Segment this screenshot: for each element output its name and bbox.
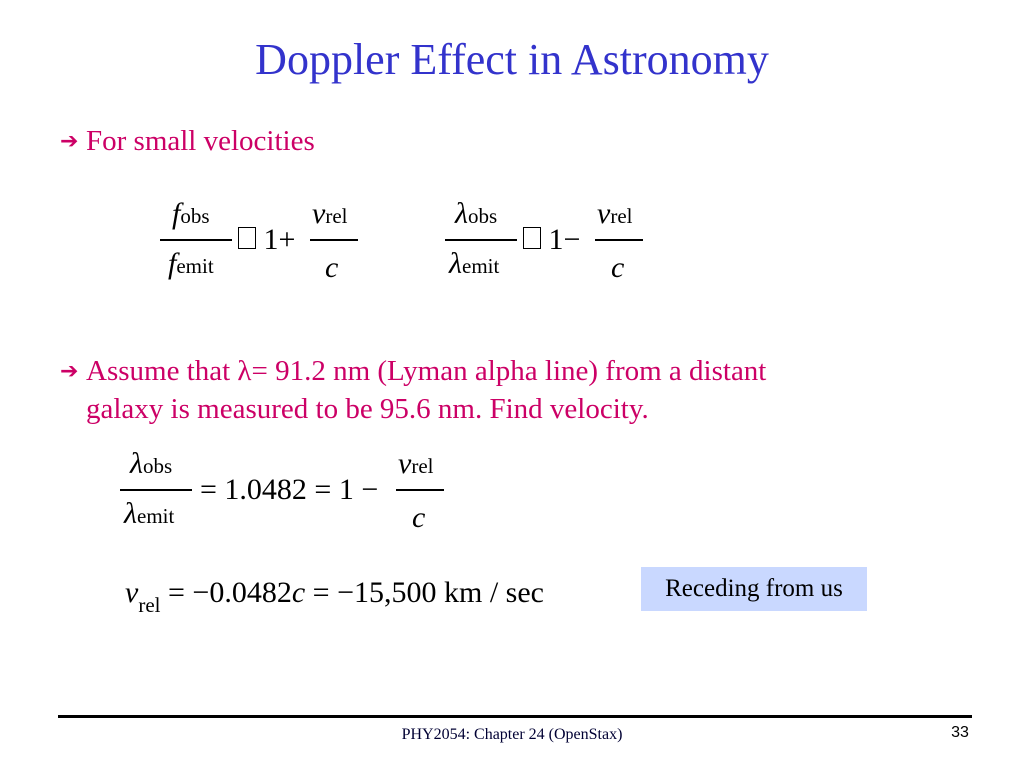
eq1-approx-and-one: 1+ — [238, 225, 295, 255]
eq3-frac-denominator: c — [412, 501, 426, 534]
eq1-denominator: femit — [168, 247, 214, 280]
eq2-numerator: λobs — [455, 197, 498, 230]
eq2-frac-denominator: c — [611, 251, 625, 284]
eq2-fraction-bar — [445, 239, 517, 241]
eq3-middle: = 1.0482 = 1 − — [200, 473, 379, 506]
equation-velocity-result: vrel = −0.0482c = −15,500 km / sec — [125, 576, 544, 618]
arrow-right-icon: ➔ — [60, 359, 79, 384]
equation-measured-ratio: λobs λemit = 1.0482 = 1 − vrel c — [120, 445, 460, 545]
bullet-2-continuation: galaxy is measured to be 95.6 nm. Find v… — [86, 393, 649, 425]
footer-rule — [58, 715, 972, 718]
eq2-frac-numerator: vrel — [597, 197, 633, 230]
eq1-frac-numerator: vrel — [312, 197, 348, 230]
eq3-fraction-bar — [120, 489, 192, 491]
bullet-1-text: For small velocities — [86, 125, 315, 157]
equation-frequency-ratio: fobs femit 1+ vrel c — [160, 195, 380, 295]
slide-title: Doppler Effect in Astronomy — [255, 35, 769, 84]
eq3-frac-numerator: vrel — [398, 447, 434, 480]
equation-wavelength-ratio: λobs λemit 1− vrel c — [445, 195, 665, 295]
eq3-numerator: λobs — [130, 447, 173, 480]
eq1-frac-denominator: c — [325, 251, 339, 284]
approx-placeholder-icon — [238, 227, 256, 249]
eq3-frac-bar — [396, 489, 444, 491]
arrow-right-icon: ➔ — [60, 129, 79, 154]
eq2-frac-bar — [595, 239, 643, 241]
bullet-1: ➔ For small velocities — [60, 122, 315, 161]
receding-badge: Receding from us — [641, 567, 867, 611]
eq1-fraction-bar — [160, 239, 232, 241]
page-number: 33 — [951, 724, 969, 741]
footer-text: PHY2054: Chapter 24 (OpenStax) — [401, 726, 623, 743]
eq2-approx-and-one: 1− — [523, 225, 580, 255]
eq1-frac-bar — [310, 239, 358, 241]
approx-placeholder-icon — [523, 227, 541, 249]
bullet-2-text: Assume that λ= 91.2 nm (Lyman alpha line… — [86, 355, 767, 387]
eq2-denominator: λemit — [449, 247, 500, 280]
eq1-numerator: fobs — [172, 197, 210, 230]
eq3-denominator: λemit — [124, 497, 175, 530]
bullet-2: ➔ Assume that λ= 91.2 nm (Lyman alpha lin… — [60, 352, 766, 391]
